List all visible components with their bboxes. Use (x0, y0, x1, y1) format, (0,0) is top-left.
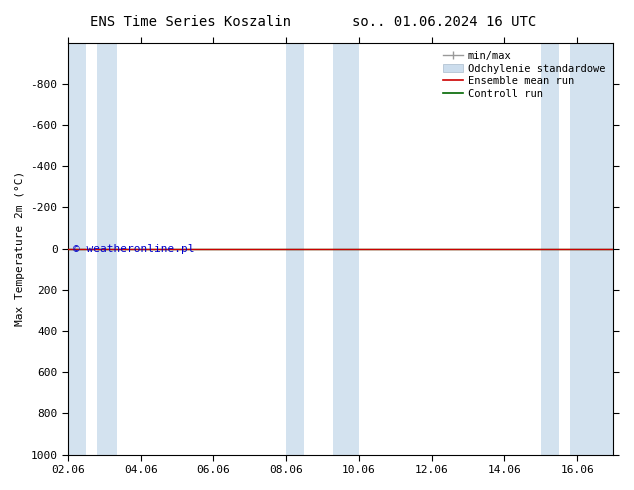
Y-axis label: Max Temperature 2m (°C): Max Temperature 2m (°C) (15, 171, 25, 326)
Bar (286, 43, 304, 455)
Bar (97, 43, 117, 455)
Bar (333, 43, 359, 455)
Bar (68, 43, 86, 455)
Text: © weatheronline.pl: © weatheronline.pl (74, 244, 195, 254)
Bar (541, 43, 559, 455)
Bar (570, 43, 614, 455)
Text: ENS Time Series Koszalin: ENS Time Series Koszalin (89, 15, 291, 29)
Legend: min/max, Odchylenie standardowe, Ensemble mean run, Controll run: min/max, Odchylenie standardowe, Ensembl… (439, 48, 608, 102)
Text: so.. 01.06.2024 16 UTC: so.. 01.06.2024 16 UTC (352, 15, 536, 29)
